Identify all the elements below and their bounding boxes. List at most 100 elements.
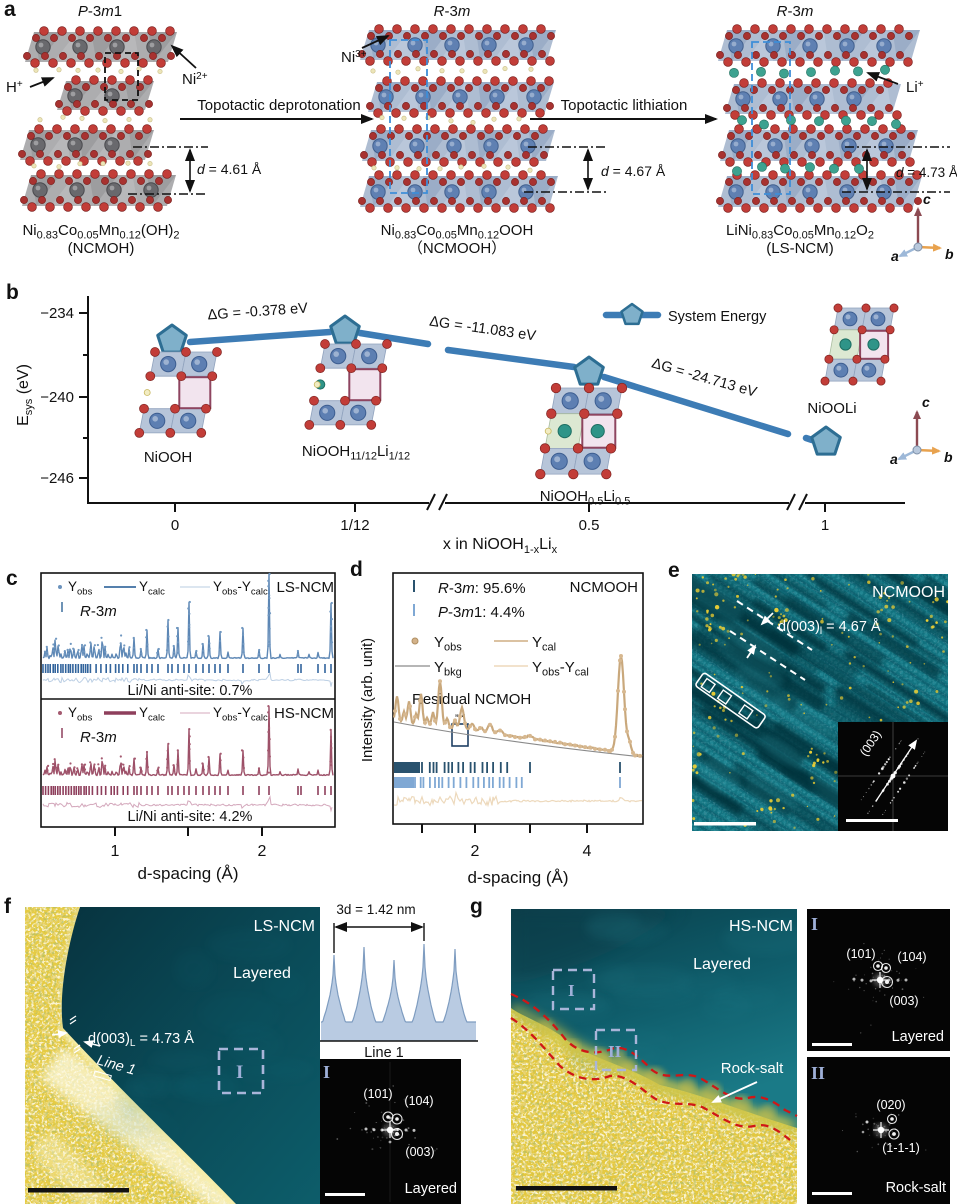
svg-text:Layered: Layered [405,1181,457,1197]
svg-text:II: II [811,1063,825,1083]
svg-text:R-3m: R-3m [80,729,117,746]
svg-text:c: c [6,567,18,590]
svg-text:4: 4 [583,843,592,860]
svg-text:d = 4.61 Å: d = 4.61 Å [197,161,262,177]
svg-text:a: a [890,451,898,467]
svg-text:e: e [668,559,680,582]
svg-text:NiOOH11/12Li1/12: NiOOH11/12Li1/12 [302,443,410,463]
svg-text:Layered: Layered [892,1029,944,1045]
svg-text:f: f [4,895,12,918]
svg-text:b: b [945,246,954,262]
svg-text:c: c [922,394,930,410]
svg-text:Esys (eV): Esys (eV) [15,364,35,426]
svg-text:1/12: 1/12 [340,517,369,534]
svg-text:System Energy: System Energy [668,309,767,325]
svg-text:NiOOLi: NiOOLi [807,400,856,417]
svg-text:d: d [350,558,363,581]
svg-text:(101): (101) [846,947,875,961]
svg-text:I: I [236,1062,243,1083]
svg-text:(003): (003) [889,994,918,1008]
svg-text:ΔG = -11.083 eV: ΔG = -11.083 eV [428,314,537,345]
svg-text:Yobs: Yobs [434,634,462,654]
svg-text:NiOOH: NiOOH [144,449,192,466]
svg-text:I: I [323,1062,330,1082]
svg-text:NCMOOH: NCMOOH [872,584,945,601]
svg-text:d-spacing (Å): d-spacing (Å) [467,868,568,887]
svg-text:Layered: Layered [233,965,291,982]
svg-text:(LS-NCM): (LS-NCM) [766,240,834,257]
svg-text:d-spacing (Å): d-spacing (Å) [137,864,238,883]
svg-text:HS-NCM: HS-NCM [729,918,793,935]
svg-text:Topotactic lithiation: Topotactic lithiation [561,97,688,114]
svg-text:(NCMOH): (NCMOH) [68,240,135,257]
svg-text:Ybkg: Ybkg [434,659,462,679]
svg-text:(020): (020) [876,1098,905,1112]
svg-text:ΔG = -0.378 eV: ΔG = -0.378 eV [207,301,309,324]
svg-text:g: g [470,895,483,918]
svg-text:H+: H+ [6,79,23,96]
svg-text:2: 2 [258,843,267,860]
svg-text:Yobs: Yobs [68,579,93,598]
svg-text:Topotactic deprotonation: Topotactic deprotonation [197,97,360,114]
svg-text:Layered: Layered [693,956,751,973]
svg-text:−240: −240 [40,389,74,406]
svg-text:I: I [568,981,575,1000]
svg-text:b: b [944,449,953,465]
svg-text:LS-NCM: LS-NCM [254,918,315,935]
svg-text:(1-1-1): (1-1-1) [882,1141,920,1155]
svg-text:(104): (104) [404,1094,433,1108]
svg-text:−234: −234 [40,305,74,322]
svg-text:Li/Ni anti-site: 0.7%: Li/Ni anti-site: 0.7% [128,683,253,699]
svg-text:R-3m: R-3m [80,603,117,620]
svg-text:P-3m1: P-3m1 [78,3,122,20]
svg-text:Rock-salt: Rock-salt [721,1060,784,1077]
svg-text:(003): (003) [405,1145,434,1159]
svg-text:LS-NCM: LS-NCM [276,579,334,596]
svg-text:(104): (104) [897,950,926,964]
svg-text:Residual NCMOH: Residual NCMOH [412,691,531,708]
svg-text:d = 4.73 Å: d = 4.73 Å [896,165,957,180]
svg-text:1: 1 [821,517,829,534]
svg-text:Ycalc: Ycalc [139,705,165,724]
svg-text:（NCMOOH）: （NCMOOH） [408,240,506,257]
svg-text:Ni3+: Ni3+ [341,49,367,66]
svg-text:P-3m1: 4.4%: P-3m1: 4.4% [438,604,525,621]
svg-text:d(003)l = 4.67 Å: d(003)l = 4.67 Å [778,618,881,637]
svg-text:HS-NCM: HS-NCM [274,705,334,722]
svg-text:Ni0.83Co0.05Mn0.12OOH: Ni0.83Co0.05Mn0.12OOH [381,222,534,242]
svg-text:d = 4.67 Å: d = 4.67 Å [601,163,666,179]
svg-text:(101): (101) [363,1087,392,1101]
svg-text:Yobs-Ycal: Yobs-Ycal [532,659,589,679]
svg-text:d(003)L = 4.73 Å: d(003)L = 4.73 Å [88,1030,194,1049]
svg-text:3d = 1.42 nm: 3d = 1.42 nm [336,902,415,917]
svg-text:Ycal: Ycal [532,634,556,654]
svg-text:Yobs-Ycalc: Yobs-Ycalc [213,579,268,598]
svg-text:NCMOOH: NCMOOH [570,579,638,596]
svg-text:1: 1 [111,843,120,860]
svg-text:Line 1: Line 1 [364,1045,404,1061]
svg-text:Ni0.83Co0.05Mn0.12(OH)2: Ni0.83Co0.05Mn0.12(OH)2 [22,222,179,242]
svg-text:Yobs: Yobs [68,705,93,724]
svg-text:2: 2 [471,843,480,860]
svg-text:R-3m: R-3m [434,3,471,20]
svg-text:Li+: Li+ [906,79,924,96]
svg-text:0.5: 0.5 [579,517,600,534]
svg-text:Rock-salt: Rock-salt [886,1180,946,1196]
svg-text:−246: −246 [40,470,74,487]
svg-text:Intensity (arb. unit): Intensity (arb. unit) [359,638,376,762]
svg-text:0: 0 [171,517,179,534]
svg-text:NiOOH0.5Li0.5: NiOOH0.5Li0.5 [540,488,631,508]
svg-text:Ni2+: Ni2+ [182,71,208,88]
svg-text:R-3m: 95.6%: R-3m: 95.6% [438,580,526,597]
svg-text:c: c [923,191,931,207]
svg-text:II: II [608,1042,622,1061]
svg-text:x in NiOOH1-xLix: x in NiOOH1-xLix [443,536,558,556]
svg-text:LiNi0.83Co0.05Mn0.12O2: LiNi0.83Co0.05Mn0.12O2 [726,222,874,242]
svg-text:Yobs-Ycalc: Yobs-Ycalc [213,705,268,724]
svg-text:R-3m: R-3m [777,3,814,20]
svg-text:I: I [811,914,818,934]
svg-text:b: b [6,281,19,304]
svg-text:Li/Ni anti-site: 4.2%: Li/Ni anti-site: 4.2% [128,809,253,825]
svg-text:a: a [4,0,16,21]
svg-text:a: a [891,248,899,264]
